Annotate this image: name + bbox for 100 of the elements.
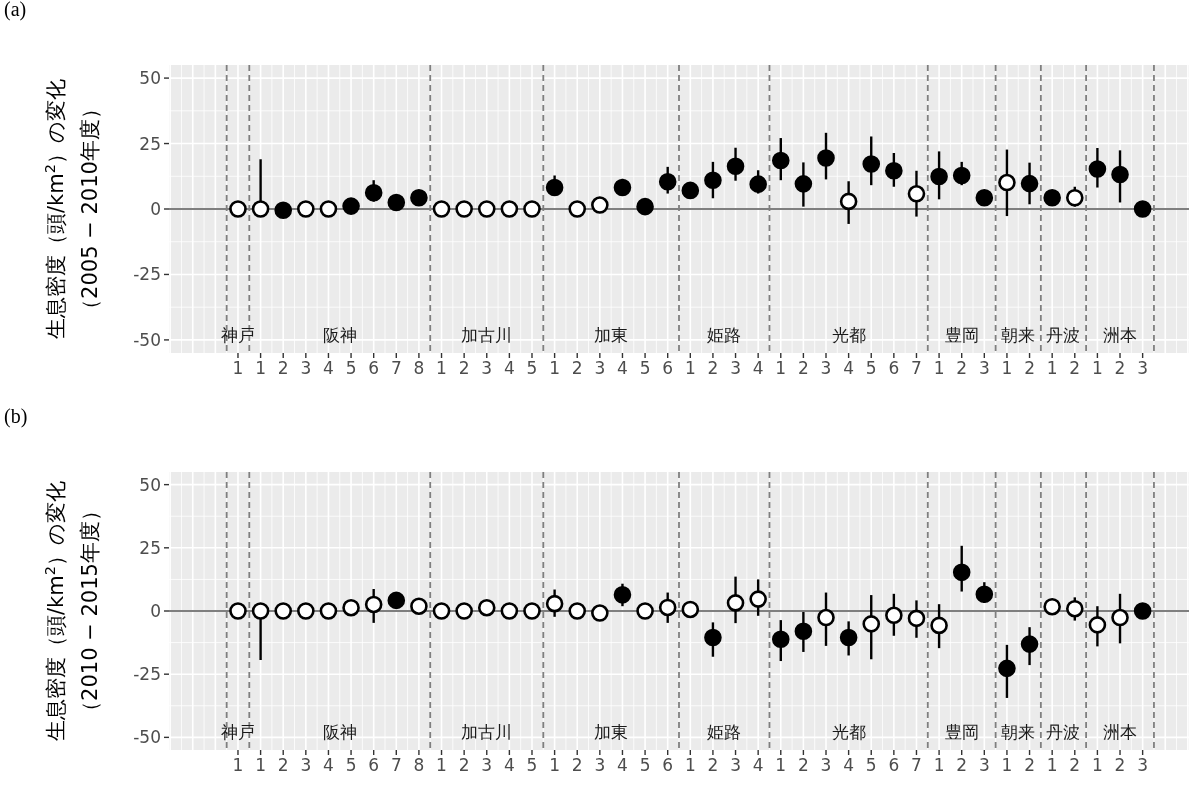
x-tick-label: 2 (277, 358, 289, 378)
x-tick-label: 1 (255, 358, 267, 378)
y-tick-label: 0 (150, 601, 161, 621)
x-tick-label: 2 (956, 755, 968, 775)
x-tick-label: 2 (1024, 358, 1035, 378)
x-tick-label: 1 (1046, 755, 1058, 775)
x-tick-label: 2 (797, 358, 809, 378)
x-tick-label: 5 (865, 358, 877, 378)
annotation: 光都 (831, 722, 866, 742)
x-tick-label: 7 (911, 755, 922, 775)
x-tick-label: 1 (775, 755, 787, 775)
x-tick-label: 5 (345, 358, 357, 378)
x-tick-label: 2 (571, 358, 583, 378)
x-tick-label: 4 (323, 755, 334, 775)
annotation: 加東 (594, 325, 629, 345)
x-tick-label: 3 (820, 358, 832, 378)
x-tick-label: 1 (684, 358, 696, 378)
x-tick-label: 1 (232, 358, 244, 378)
x-tick-label: 3 (730, 358, 741, 378)
x-tick-label: 2 (1114, 358, 1126, 378)
x-tick-label: 4 (843, 755, 855, 775)
x-tick-label: 1 (933, 755, 945, 775)
x-tick-label: 1 (775, 358, 787, 378)
x-tick-label: 5 (526, 755, 538, 775)
annotation: 丹波 (1046, 325, 1081, 345)
x-tick-label: 4 (617, 358, 628, 378)
x-tick-label: 7 (390, 755, 402, 775)
x-tick-label: 1 (232, 755, 244, 775)
y-tick-label: -50 (133, 329, 161, 350)
x-tick-label: 2 (1069, 755, 1081, 775)
annotation: 阪神 (322, 722, 357, 742)
annotation: 加古川 (461, 325, 513, 345)
x-tick-label: 1 (933, 358, 945, 378)
annotation: 加東 (594, 722, 629, 742)
y-tick-label: 25 (139, 537, 161, 558)
x-tick-label: 2 (571, 755, 583, 775)
annotation: 朝来 (1001, 722, 1036, 742)
x-tick-label: 4 (323, 358, 334, 378)
x-tick-label: 2 (1069, 358, 1081, 378)
x-tick-label: 4 (843, 358, 855, 378)
text: (b) (4, 405, 28, 428)
x-tick-label: 1 (684, 755, 696, 775)
x-tick-label: 8 (413, 755, 425, 775)
x-tick-label: 5 (345, 755, 357, 775)
x-tick-label: 1 (436, 755, 447, 775)
annotation: 丹波 (1046, 722, 1081, 742)
x-tick-label: 1 (1001, 358, 1013, 378)
x-tick-label: 1 (1046, 358, 1058, 378)
x-tick-label: 1 (549, 755, 561, 775)
x-tick-label: 3 (481, 755, 493, 775)
x-tick-label: 3 (978, 755, 990, 775)
x-tick-label: 1 (1001, 755, 1013, 775)
x-tick-label: 1 (1091, 755, 1103, 775)
x-tick-label: 4 (503, 358, 515, 378)
x-tick-label: 5 (526, 358, 538, 378)
annotation: 阪神 (322, 325, 357, 345)
annotation: 洲本 (1103, 325, 1138, 345)
x-tick-label: 6 (888, 755, 900, 775)
x-tick-label: 2 (458, 755, 470, 775)
x-tick-label: 1 (549, 358, 561, 378)
x-tick-label: 2 (277, 755, 289, 775)
text: (a) (4, 0, 27, 21)
x-tick-label: 6 (662, 358, 674, 378)
y-tick-label: 50 (139, 474, 161, 495)
x-tick-label: 2 (797, 755, 809, 775)
x-tick-label: 6 (368, 358, 380, 378)
x-tick-label: 2 (458, 358, 470, 378)
x-tick-label: 4 (503, 755, 515, 775)
x-tick-label: 5 (865, 755, 877, 775)
x-tick-label: 2 (707, 358, 719, 378)
y-tick-label: -25 (133, 664, 161, 685)
x-tick-label: 4 (752, 358, 764, 378)
x-tick-label: 8 (413, 358, 425, 378)
x-tick-label: 3 (300, 755, 312, 775)
y-tick-label: -50 (133, 727, 161, 748)
y-tick-label: 50 (139, 68, 161, 89)
x-tick-label: 5 (639, 358, 651, 378)
x-tick-label: 4 (752, 755, 764, 775)
x-tick-label: 3 (481, 358, 493, 378)
x-tick-label: 3 (730, 755, 741, 775)
x-tick-label: 2 (707, 755, 719, 775)
y-tick-label: -25 (133, 264, 161, 285)
x-tick-label: 3 (594, 358, 606, 378)
x-tick-label: 6 (662, 755, 674, 775)
x-tick-label: 4 (617, 755, 628, 775)
x-tick-label: 1 (436, 358, 447, 378)
annotation: 豊岡 (944, 325, 979, 345)
x-tick-label: 7 (390, 358, 402, 378)
annotation: 洲本 (1103, 722, 1138, 742)
x-tick-label: 2 (956, 358, 968, 378)
x-tick-label: 1 (1091, 358, 1103, 378)
x-tick-label: 3 (1137, 755, 1149, 775)
y-tick-label: 0 (150, 199, 161, 219)
x-tick-label: 3 (1137, 358, 1149, 378)
annotation: 朝来 (1001, 325, 1036, 345)
x-tick-label: 5 (639, 755, 651, 775)
annotation: 神戸 (220, 722, 255, 742)
annotation: 光都 (831, 325, 866, 345)
x-tick-label: 3 (300, 358, 312, 378)
x-tick-label: 3 (978, 358, 990, 378)
